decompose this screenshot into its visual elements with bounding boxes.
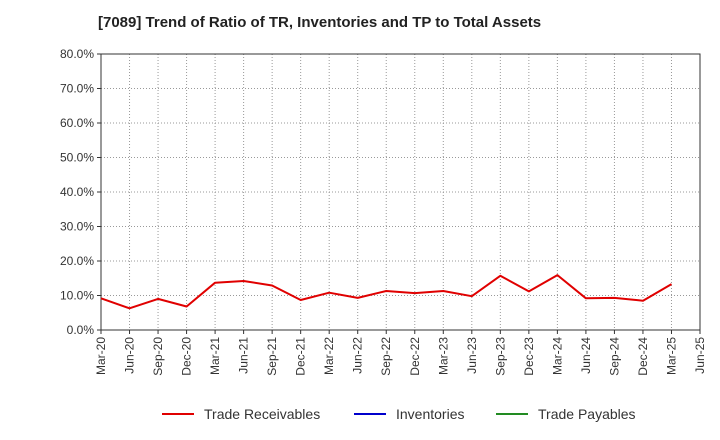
x-tick-label: Jun-24 (579, 337, 593, 374)
grid (101, 53, 700, 330)
legend-label-trade-payables: Trade Payables (538, 406, 636, 422)
x-tick-label: Jun-22 (351, 337, 365, 374)
y-tick-label: 50.0% (60, 151, 94, 165)
x-tick-label: Sep-24 (607, 337, 621, 376)
x-tick-label: Mar-21 (208, 337, 222, 375)
y-tick-label: 60.0% (60, 116, 94, 130)
axes: 0.0% 10.0% 20.0% 30.0% 40.0% 50.0% 60.0% 70.0% 8… (60, 47, 707, 376)
y-tick-label: 80.0% (60, 47, 94, 61)
y-tick-label: 0.0% (67, 323, 95, 337)
series-line-trade-receivables (100, 274, 673, 310)
x-tick-label: Jun-20 (123, 337, 137, 374)
x-tick-label: Mar-22 (322, 337, 336, 375)
chart-title: [7089] Trend of Ratio of TR, Inventories… (98, 14, 542, 31)
x-tick-label: Dec-22 (408, 337, 422, 376)
legend-label-trade-receivables: Trade Receivables (204, 406, 320, 422)
x-tick-label: Dec-20 (180, 337, 194, 376)
x-tick-label: Sep-21 (265, 337, 279, 376)
y-tick-label: 10.0% (60, 289, 94, 303)
x-tick-label: Dec-21 (294, 337, 308, 376)
x-tick-label: Sep-23 (493, 337, 507, 376)
legend-label-inventories: Inventories (396, 406, 464, 422)
y-tick-label: 20.0% (60, 254, 94, 268)
x-tick-label: Jun-25 (693, 337, 707, 374)
x-tick-label: Mar-24 (550, 337, 564, 375)
x-tick-label: Sep-20 (151, 337, 165, 376)
x-tick-label: Jun-23 (465, 337, 479, 374)
x-tick-label: Mar-25 (664, 337, 678, 375)
x-tick-label: Mar-23 (436, 337, 450, 375)
legend: Trade Receivables Inventories Trade Payabl… (162, 406, 636, 422)
x-tick-label: Mar-20 (94, 337, 108, 375)
x-tick-label: Dec-23 (522, 337, 536, 376)
series-layer (100, 274, 673, 310)
y-tick-label: 30.0% (60, 220, 94, 234)
y-tick-label: 40.0% (60, 185, 94, 199)
plot-frame (100, 53, 701, 331)
x-tick-label: Dec-24 (636, 337, 650, 376)
x-tick-label: Sep-22 (379, 337, 393, 376)
y-tick-label: 70.0% (60, 82, 94, 96)
x-tick-label: Jun-21 (237, 337, 251, 374)
